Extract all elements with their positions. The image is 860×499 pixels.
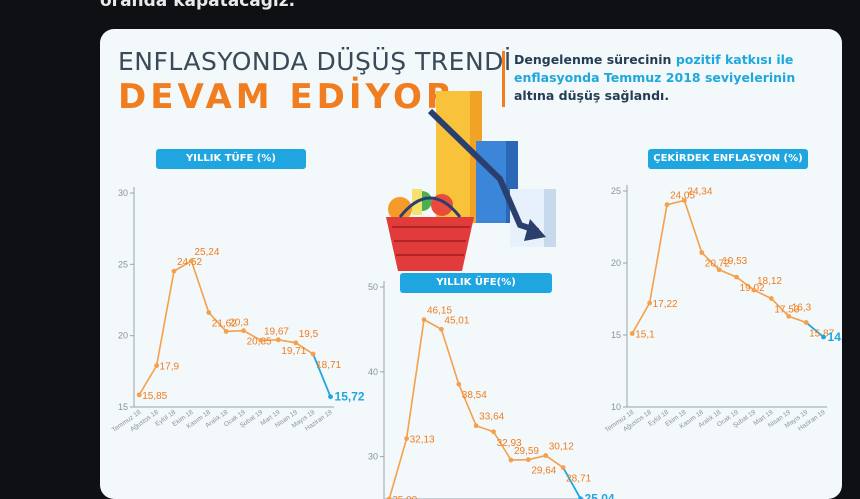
data-label: 24,52 — [177, 257, 202, 268]
y-tick-label: 25 — [118, 259, 128, 269]
data-label: 19,71 — [281, 346, 306, 357]
data-label: 45,01 — [444, 315, 469, 326]
chart-title-ufe: YILLIK ÜFE(%) — [400, 273, 552, 293]
series-line-last-segment — [312, 353, 332, 398]
data-point — [223, 328, 229, 334]
tweet-text: oranda kapatacağız. — [100, 0, 296, 11]
data-point — [560, 465, 566, 470]
data-point — [664, 202, 670, 208]
data-point — [629, 331, 635, 336]
y-tick-label: 15 — [611, 330, 621, 340]
data-label: 19,5 — [299, 329, 319, 340]
data-point — [786, 313, 792, 319]
note-text-1: Dengelenme sürecinin — [514, 52, 676, 67]
data-point — [171, 268, 177, 274]
data-point — [421, 317, 427, 323]
infographic-note: Dengelenme sürecinin pozitif katkısı ile… — [514, 51, 814, 105]
data-point — [136, 392, 142, 398]
data-label: 18,71 — [316, 360, 341, 371]
data-label: 32,13 — [410, 435, 435, 446]
data-label: 15,87 — [809, 328, 834, 339]
data-point — [241, 328, 246, 334]
note-text-2: altına düşüş sağlandı. — [514, 88, 670, 103]
data-point — [293, 340, 299, 346]
data-label: 32,93 — [497, 438, 522, 449]
data-point — [310, 351, 316, 357]
data-label: 20,35 — [247, 337, 272, 348]
data-label: 19,53 — [722, 256, 747, 267]
data-label: 29,59 — [514, 446, 539, 457]
data-label: 24,05 — [670, 191, 695, 202]
data-label: 21,62 — [212, 319, 237, 330]
data-point — [473, 423, 479, 429]
data-point — [258, 337, 264, 343]
data-label: 16,3 — [792, 302, 812, 313]
data-label: 17,22 — [653, 299, 678, 310]
data-label: 46,15 — [427, 306, 452, 317]
infographic-card[interactable]: ENFLASYONDA DÜŞÜŞ TRENDİ DEVAM EDİYOR De… — [100, 29, 842, 499]
data-point — [404, 436, 410, 441]
data-point — [751, 287, 757, 293]
data-label: 20,72 — [705, 259, 730, 270]
data-point — [803, 320, 809, 325]
data-label: 30,12 — [549, 442, 574, 453]
infographic-title: ENFLASYONDA DÜŞÜŞ TRENDİ — [118, 47, 512, 76]
y-tick-label: 25 — [611, 186, 621, 196]
data-point — [525, 457, 531, 463]
data-label: 18,12 — [757, 276, 782, 287]
data-point — [275, 337, 281, 343]
data-label: 25,04 — [585, 492, 615, 499]
data-point — [681, 198, 687, 203]
data-point — [438, 326, 444, 332]
data-label: 28,71 — [566, 474, 591, 485]
data-label: 29,64 — [531, 466, 556, 477]
series-line-last-segment — [805, 321, 825, 338]
data-label: 24,34 — [687, 187, 712, 198]
data-point — [491, 429, 496, 435]
y-tick-label: 30 — [118, 188, 128, 198]
data-point — [543, 453, 549, 458]
data-label: 17,9 — [160, 362, 180, 373]
data-point — [699, 250, 705, 256]
y-tick-label: 15 — [118, 402, 128, 412]
chart-title-tufe: YILLIK TÜFE (%) — [156, 149, 306, 169]
y-tick-label: 50 — [368, 282, 378, 292]
data-point — [328, 394, 333, 400]
data-point — [206, 310, 212, 315]
data-point — [821, 334, 826, 340]
y-tick-label: 20 — [611, 258, 621, 268]
data-point — [734, 274, 739, 280]
data-point — [154, 363, 160, 369]
title-divider — [502, 51, 505, 107]
data-label: 19,67 — [264, 326, 289, 337]
note-highlight: pozitif katkısı ile enflasyonda Temmuz 2… — [514, 52, 796, 85]
y-tick-label: 30 — [368, 452, 378, 462]
data-point — [456, 381, 462, 387]
data-label: 38,54 — [462, 390, 487, 401]
data-label: 14,86 — [828, 330, 842, 344]
data-label: 25,00 — [392, 495, 417, 499]
data-point — [716, 267, 722, 273]
data-label: 17,53 — [774, 305, 799, 316]
data-point — [768, 296, 774, 301]
chart-title-cekirdek: ÇEKİRDEK ENFLASYON (%) — [648, 149, 808, 169]
data-label: 15,85 — [142, 391, 167, 402]
data-point — [188, 258, 194, 264]
infographic-subtitle: DEVAM EDİYOR — [118, 77, 457, 117]
bar-chart-basket-icon — [386, 91, 556, 271]
data-point — [508, 457, 514, 463]
data-label: 15,72 — [335, 390, 365, 404]
data-label: 25,24 — [194, 247, 219, 258]
y-tick-label: 40 — [368, 367, 378, 377]
y-tick-label: 20 — [118, 331, 128, 341]
data-label: 15,1 — [635, 330, 655, 341]
data-label: 33,64 — [479, 412, 504, 423]
y-tick-label: 10 — [611, 402, 621, 412]
data-label: 20,3 — [229, 317, 249, 328]
data-point — [647, 300, 653, 306]
